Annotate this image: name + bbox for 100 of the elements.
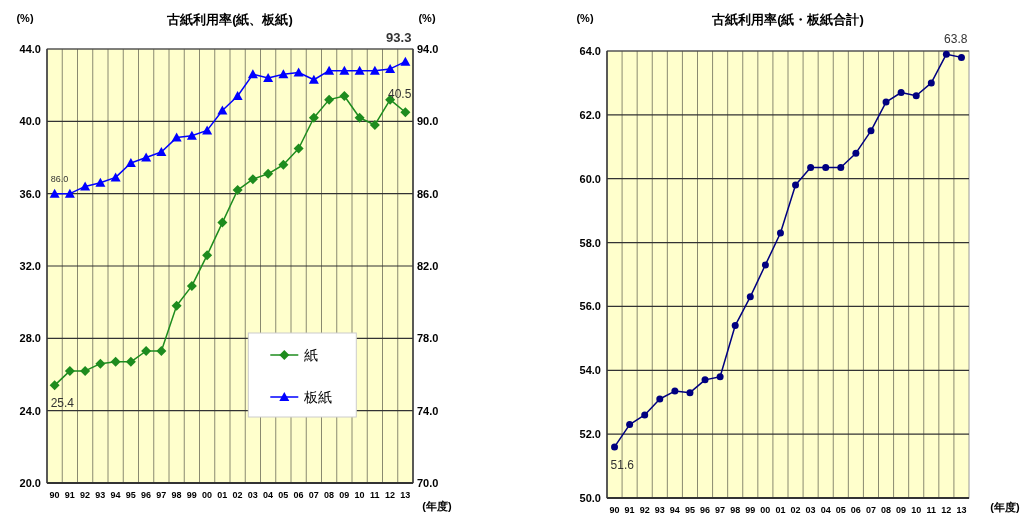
x-tick-label: 03: [247, 490, 258, 500]
y2-tick-label: 70.0: [417, 477, 439, 489]
x-tick-label: 09: [896, 505, 907, 515]
x-tick-label: 04: [263, 490, 274, 500]
y2-tick-label: 90.0: [417, 115, 439, 128]
x-axis-title: (年度): [990, 501, 1020, 513]
point: [217, 105, 228, 115]
point: [942, 50, 950, 58]
x-tick-label: 01: [775, 505, 786, 515]
point: [110, 172, 121, 182]
x-tick-label: 93: [654, 505, 665, 515]
chart-title: 古紙利用率(紙、板紙): [166, 12, 293, 27]
x-tick-label: 95: [684, 505, 695, 515]
point: [611, 443, 619, 451]
y-tick-label: 50.0: [579, 492, 601, 504]
point: [324, 94, 335, 105]
point: [882, 98, 890, 106]
x-tick-label: 13: [400, 490, 411, 500]
x-tick-label: 97: [156, 490, 167, 500]
point: [80, 365, 91, 376]
y-tick-label: 64.0: [579, 45, 601, 57]
x-tick-label: 11: [926, 505, 937, 515]
x-tick-label: 92: [80, 490, 91, 500]
x-tick-label: 00: [760, 505, 771, 515]
y2-tick-label: 78.0: [417, 332, 439, 345]
point: [49, 188, 60, 198]
x-tick-label: 96: [141, 490, 152, 500]
point: [912, 92, 920, 100]
point: [385, 63, 396, 73]
x-tick-label: 12: [385, 490, 396, 500]
y-tick-label: 28.0: [19, 332, 41, 345]
point: [716, 373, 724, 381]
point: [641, 411, 649, 419]
point: [293, 143, 304, 154]
point: [927, 79, 935, 87]
point: [761, 261, 769, 269]
x-tick-label: 94: [110, 490, 121, 500]
annotation: 86.0: [50, 173, 69, 184]
x-tick-label: 97: [715, 505, 726, 515]
x-tick-label: 00: [202, 490, 213, 500]
x-tick-label: 13: [956, 505, 967, 515]
point: [339, 65, 350, 75]
x-tick-label: 91: [64, 490, 75, 500]
point: [141, 152, 152, 162]
point: [308, 74, 319, 84]
point: [822, 164, 830, 172]
y2-tick-label: 86.0: [417, 187, 439, 200]
x-tick-label: 01: [217, 490, 228, 500]
point: [125, 157, 136, 167]
x-tick-label: 07: [308, 490, 319, 500]
point: [232, 185, 243, 196]
point: [125, 356, 136, 367]
x-tick-label: 12: [941, 505, 952, 515]
x-tick-label: 90: [609, 505, 620, 515]
annotation: 25.4: [50, 396, 75, 411]
y-axis-title: (%): [16, 12, 34, 24]
point: [369, 65, 380, 75]
x-tick-label: 07: [865, 505, 876, 515]
x-tick-label: 99: [745, 505, 756, 515]
x-tick-label: 99: [186, 490, 197, 500]
x-tick-label: 90: [49, 490, 60, 500]
point: [731, 322, 739, 330]
point: [278, 69, 289, 79]
point: [64, 365, 75, 376]
point: [324, 65, 335, 75]
point: [354, 65, 365, 75]
point: [776, 229, 784, 237]
point: [400, 56, 411, 66]
y2-tick-label: 82.0: [417, 260, 439, 272]
annotation: 51.6: [610, 457, 635, 472]
x-tick-label: 02: [790, 505, 801, 515]
point: [95, 358, 106, 369]
y2-tick-label: 94.0: [417, 43, 439, 55]
point: [49, 380, 60, 391]
legend-label: 板紙: [303, 389, 333, 405]
y-tick-label: 36.0: [19, 187, 41, 200]
point: [792, 181, 800, 189]
point: [263, 72, 274, 82]
x-tick-label: 98: [730, 505, 741, 515]
x-tick-label: 96: [700, 505, 711, 515]
point: [837, 164, 845, 172]
x-axis-title: (年度): [422, 500, 452, 512]
x-tick-label: 08: [881, 505, 892, 515]
point: [852, 149, 860, 157]
point: [156, 147, 167, 157]
point: [656, 395, 664, 403]
point: [957, 53, 965, 61]
x-tick-label: 05: [835, 505, 846, 515]
point: [369, 119, 380, 130]
x-tick-label: 02: [232, 490, 243, 500]
point: [308, 112, 319, 123]
x-tick-label: 10: [354, 490, 365, 500]
x-tick-label: 05: [278, 490, 289, 500]
point: [278, 159, 289, 170]
x-tick-label: 91: [624, 505, 635, 515]
point: [807, 164, 815, 172]
text: 93.3: [386, 29, 412, 45]
point: [701, 376, 709, 384]
point: [64, 188, 75, 198]
x-tick-label: 09: [339, 490, 350, 500]
